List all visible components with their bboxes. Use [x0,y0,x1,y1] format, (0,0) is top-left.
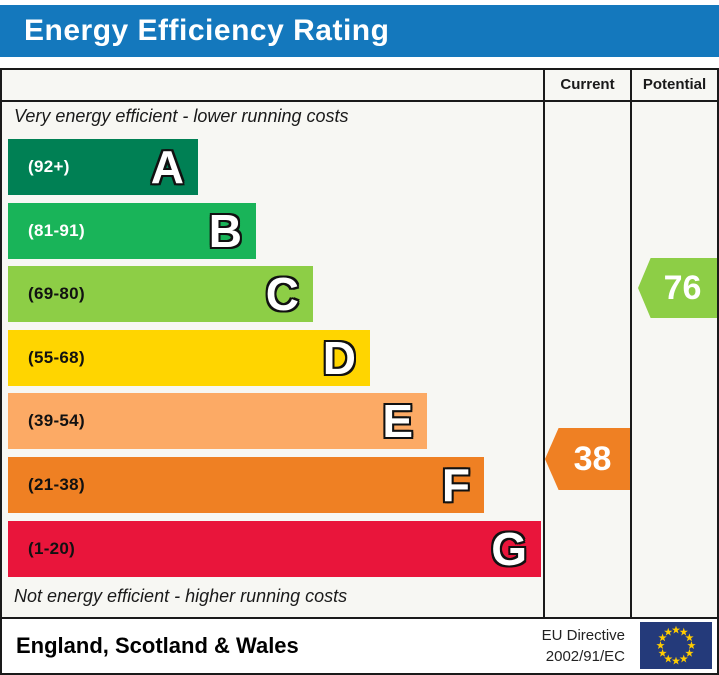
band-C: (69-80) C [8,266,313,323]
band-range-label: (39-54) [28,411,85,431]
band-B: (81-91) B [8,202,256,259]
rating-table: Current Potential Very energy efficient … [0,68,719,675]
band-range-label: (69-80) [28,284,85,304]
band-range-label: (21-38) [28,475,85,494]
eu-directive-line1: EU Directive [541,627,625,644]
bottom-note: Not energy efficient - higher running co… [14,586,348,606]
eu-directive-line2: 2002/91/EC [545,648,625,665]
page-title: Energy Efficiency Rating [24,14,390,47]
current-column-divider [543,70,545,617]
top-note: Very energy efficient - lower running co… [14,106,349,126]
band-range-label: (92+) [28,157,70,176]
band-D: (55-68) D [8,329,370,386]
band-A: (92+) A [8,139,198,195]
footer-separator-line [2,617,717,619]
column-header-potential: Potential [642,76,707,93]
band-G: (1-20) G [8,520,541,577]
band-F: (21-38) F [8,457,484,513]
potential-rating-arrow: 76 [638,258,717,318]
current-rating-value: 38 [573,439,612,478]
region-label: England, Scotland & Wales [16,633,299,658]
eu-directive-label: EU Directive 2002/91/EC [542,625,625,667]
header-separator-line [2,100,717,102]
band-letter: B [208,204,242,257]
band-letter: G [491,522,527,575]
band-letter: D [322,331,356,384]
eu-flag [640,622,712,669]
band-letter: F [441,459,470,511]
band-range-label: (55-68) [28,347,85,367]
band-range-label: (1-20) [28,538,76,558]
title-bar: Energy Efficiency Rating [0,5,719,57]
current-rating-arrow: 38 [545,428,630,490]
band-letter: E [382,395,413,448]
potential-rating-value: 76 [663,268,702,307]
band-E: (39-54) E [8,393,427,450]
column-header-current: Current [560,76,615,93]
footer: England, Scotland & Wales EU Directive 2… [2,619,717,673]
band-letter: C [265,268,299,321]
band-letter: A [150,141,184,193]
potential-column-divider [630,70,632,617]
band-range-label: (81-91) [28,220,85,240]
